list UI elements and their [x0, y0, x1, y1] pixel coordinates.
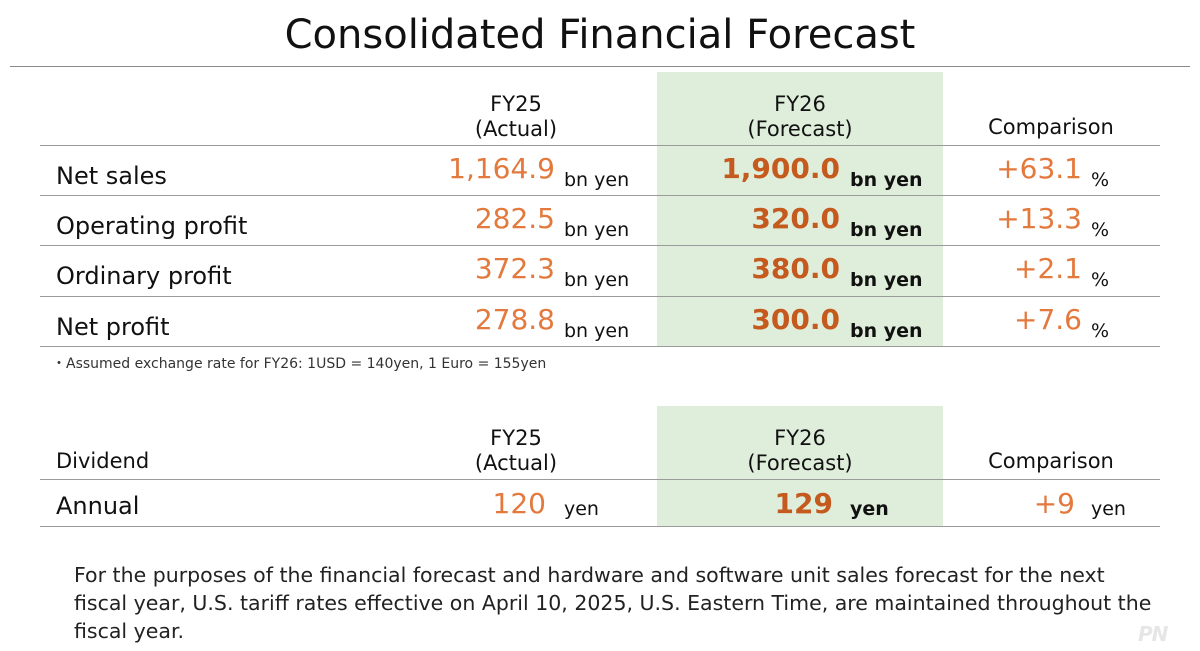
fy26-forecast-column-highlight: [657, 72, 943, 347]
dividend-header: Dividend: [56, 449, 150, 473]
table-header-rule: [40, 145, 1160, 146]
dividend-fy26-header: FY26 (Forecast): [700, 426, 900, 476]
dividend-fy26-header-year: FY26: [774, 426, 826, 450]
fy25-value: 278.8: [474, 303, 555, 336]
fy26-unit: yen: [850, 498, 889, 520]
fy25-unit: yen: [564, 498, 599, 520]
comparison-unit: %: [1091, 269, 1110, 291]
comparison-value: +7.6: [1014, 303, 1082, 336]
fy25-unit: bn yen: [564, 320, 630, 342]
comparison-header: Comparison: [988, 115, 1114, 139]
fy26-header-type: (Forecast): [747, 117, 853, 141]
fy26-dividend-column-highlight: [657, 406, 943, 526]
dividend-fy25-header-type: (Actual): [474, 451, 558, 475]
comparison-value: +13.3: [996, 202, 1082, 235]
comparison-value: +63.1: [996, 152, 1082, 185]
fy26-header: FY26 (Forecast): [700, 92, 900, 142]
fy25-header: FY25 (Actual): [416, 92, 616, 142]
fy26-unit: bn yen: [850, 219, 923, 241]
fy25-unit: bn yen: [564, 219, 630, 241]
row-label: Ordinary profit: [56, 262, 232, 290]
comparison-unit: %: [1091, 169, 1110, 191]
fy25-unit: bn yen: [564, 169, 630, 191]
title-divider: [10, 66, 1190, 67]
row-divider: [40, 245, 1160, 246]
fy26-value: 1,900.0: [721, 152, 840, 185]
comparison-unit: %: [1091, 219, 1110, 241]
comparison-unit: yen: [1091, 498, 1126, 520]
row-divider: [40, 195, 1160, 196]
fy25-header-type: (Actual): [474, 117, 558, 141]
dividend-comparison-header: Comparison: [988, 449, 1114, 473]
fy25-unit: bn yen: [564, 269, 630, 291]
dividend-fy25-header: FY25 (Actual): [416, 426, 616, 476]
fy26-unit: bn yen: [850, 269, 923, 291]
fy26-unit: bn yen: [850, 320, 923, 342]
comparison-unit: %: [1091, 320, 1110, 342]
table-bottom-rule: [40, 346, 1160, 347]
page-title: Consolidated Financial Forecast: [284, 12, 916, 58]
row-label: Operating profit: [56, 212, 248, 240]
fy26-header-year: FY26: [774, 92, 826, 116]
fy25-value: 1,164.9: [448, 152, 555, 185]
comparison-value: +2.1: [1014, 252, 1082, 285]
row-label: Annual: [56, 492, 140, 520]
fy25-header-year: FY25: [490, 92, 542, 116]
row-label: Net profit: [56, 313, 170, 341]
exchange-rate-footnote: ・Assumed exchange rate for FY26: 1USD = …: [52, 356, 547, 372]
tariff-note: For the purposes of the financial foreca…: [74, 563, 1152, 643]
fy25-value: 282.5: [474, 202, 555, 235]
dividend-bottom-rule: [40, 526, 1160, 527]
fy26-value: 320.0: [751, 202, 840, 235]
row-divider: [40, 296, 1160, 297]
row-label: Net sales: [56, 162, 167, 190]
fy26-value: 129: [774, 487, 833, 520]
dividend-header-rule: [40, 479, 1160, 480]
fy26-unit: bn yen: [850, 169, 923, 191]
fy26-value: 380.0: [751, 252, 840, 285]
comparison-value: +9: [1033, 487, 1075, 520]
fy25-value: 372.3: [474, 252, 555, 285]
watermark-logo: PN: [1138, 622, 1168, 646]
fy25-value: 120: [492, 487, 546, 520]
dividend-fy26-header-type: (Forecast): [747, 451, 853, 475]
fy26-value: 300.0: [751, 303, 840, 336]
dividend-fy25-header-year: FY25: [490, 426, 542, 450]
